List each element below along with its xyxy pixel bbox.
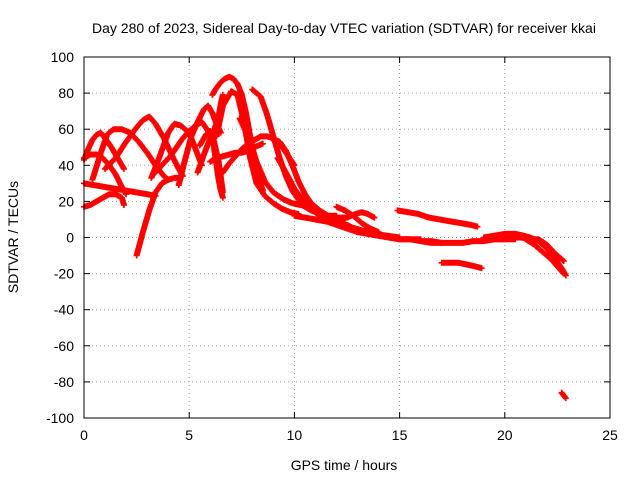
x-tick-label: 5: [185, 427, 193, 443]
data-points: [81, 73, 569, 402]
series-arc-28: [438, 259, 485, 272]
plot-frame: [83, 56, 611, 419]
x-tick-label: 25: [602, 427, 618, 443]
y-tick-label: 0: [66, 230, 74, 246]
x-tick-label: 0: [80, 427, 88, 443]
y-tick-label: -40: [54, 302, 74, 318]
data-point-markers: [558, 389, 569, 402]
series-arc-25: [333, 203, 382, 236]
data-point-markers: [438, 259, 485, 272]
x-tick-label: 20: [497, 427, 513, 443]
data-point-markers: [527, 234, 569, 279]
series-arc-06: [102, 113, 186, 180]
data-point-markers: [133, 174, 182, 259]
y-tick-label: -20: [54, 266, 74, 282]
chart-title: Day 280 of 2023, Sidereal Day-to-day VTE…: [92, 20, 596, 36]
x-tick-label: 10: [287, 427, 303, 443]
data-point-markers: [394, 207, 481, 230]
data-point-markers: [81, 191, 127, 210]
x-axis-label: GPS time / hours: [291, 457, 398, 473]
series-arc-26: [394, 207, 481, 230]
series-arc-33: [558, 389, 569, 402]
data-point-markers: [209, 129, 226, 201]
series-arc-15: [209, 129, 226, 201]
axis-ticks: 0 5 10 15 20 25 -100 -80 -60 -40 -20 0 20 40 60 80 100: [46, 49, 618, 443]
y-axis-label: SDTVAR / TECUs: [5, 181, 21, 293]
series-arc-04: [81, 191, 127, 210]
series-arc-19: [249, 86, 340, 219]
data-point-markers: [249, 86, 340, 219]
series-arc-07: [133, 174, 182, 259]
y-tick-label: 40: [58, 157, 74, 173]
y-tick-label: 60: [58, 121, 74, 137]
y-tick-label: 20: [58, 193, 74, 209]
y-tick-label: 80: [58, 85, 74, 101]
y-tick-label: -60: [54, 338, 74, 354]
data-point-markers: [333, 203, 382, 236]
y-tick-label: 100: [51, 49, 75, 65]
data-point-markers: [102, 113, 186, 180]
series-arc-32: [527, 234, 569, 279]
y-tick-label: -80: [54, 374, 74, 390]
y-tick-label: -100: [46, 410, 74, 426]
x-tick-label: 15: [392, 427, 408, 443]
